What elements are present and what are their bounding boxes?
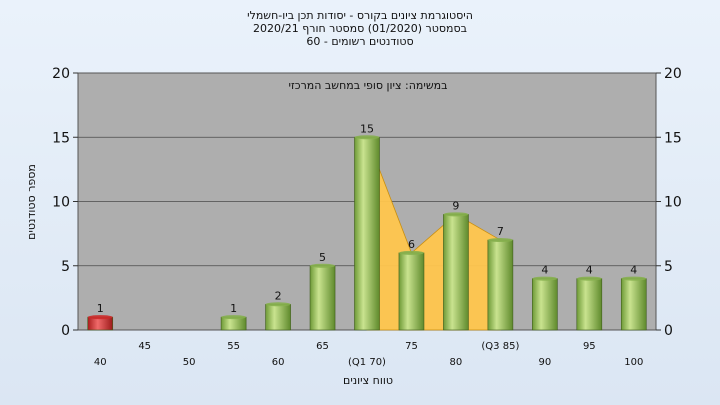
x-axis-title: טווח ציונים	[343, 374, 393, 387]
x-tick-label: (Q3 85)	[481, 341, 519, 352]
x-tick-label: 100	[624, 357, 643, 368]
bar-top	[221, 315, 247, 320]
bar-value-label: 9	[452, 199, 459, 212]
bar	[354, 136, 380, 331]
chart-annotation: במשימה: ציון סופי במחשב המרכזי	[288, 79, 447, 92]
x-tick-label: 65	[316, 341, 329, 352]
bar	[443, 214, 469, 331]
chart-title-line-3: סטודנטים רשומים - 60	[306, 35, 414, 48]
bar	[487, 239, 514, 331]
y-axis-left: 0 5 10 15 20	[52, 66, 78, 339]
bar-value-label: 5	[319, 251, 326, 264]
bar-value-label: 1	[230, 302, 237, 315]
bar	[309, 265, 336, 331]
bar-top	[576, 276, 602, 281]
bar-top	[310, 263, 336, 268]
bar-top	[398, 250, 424, 255]
y-tick-label: 10	[52, 195, 70, 211]
x-tick-label: 90	[538, 357, 551, 368]
y-tick-label: 5	[61, 259, 70, 275]
bar	[532, 278, 558, 331]
bar-top	[532, 276, 558, 281]
chart-title-line-2: בסמסטר (01/2020) סמסטר חורף 2020/21	[253, 22, 467, 35]
bar-top	[354, 135, 380, 140]
x-tick-label: 80	[450, 357, 463, 368]
bar-value-label: 15	[360, 122, 374, 135]
bar-value-label: 7	[497, 225, 504, 238]
bar-value-label: 4	[586, 264, 593, 277]
bar-value-label: 6	[408, 238, 415, 251]
bar-value-label: 4	[541, 264, 548, 277]
bar-value-label: 1	[97, 302, 104, 315]
bar	[620, 278, 647, 331]
chart-titles: היסטוגרמת ציונים בקורס - יסודות תכן ביו-…	[0, 9, 720, 48]
x-tick-label: 60	[272, 357, 285, 368]
bar-value-label: 2	[275, 289, 282, 302]
y-tick-label: 20	[664, 66, 682, 82]
x-tick-label: 95	[583, 341, 596, 352]
bar	[398, 252, 425, 331]
x-tick-label: 40	[94, 357, 107, 368]
bar-top	[621, 276, 647, 281]
bar-top	[487, 238, 513, 243]
y-tick-label: 5	[664, 259, 673, 275]
data-labels: 1 1 2 5 15 6 9 7 4 4 4	[97, 122, 638, 315]
y-tick-label: 15	[52, 130, 70, 146]
y-tick-label: 15	[664, 130, 682, 146]
x-tick-label: 50	[183, 357, 196, 368]
y-tick-label: 0	[664, 323, 673, 339]
y-tick-label: 10	[664, 195, 682, 211]
y-axis-right: 0 5 10 15 20	[656, 66, 682, 339]
x-axis: 40 45 50 55 60 65 (Q1 70) 75 80 (Q3 85) 90 95 100	[94, 341, 643, 368]
x-tick-label: 55	[227, 341, 240, 352]
bar-top	[265, 302, 291, 307]
bar	[576, 278, 603, 331]
x-tick-label: 75	[405, 341, 418, 352]
y-tick-label: 20	[52, 66, 70, 82]
bar	[265, 303, 291, 331]
y-axis-title: מספר סטודנטים	[25, 164, 38, 240]
bar-value-label: 4	[630, 264, 637, 277]
bar-top	[87, 315, 113, 320]
x-tick-label: (Q1 70)	[348, 357, 386, 368]
chart-title-line-1: היסטוגרמת ציונים בקורס - יסודות תכן ביו-…	[247, 9, 473, 22]
bar-top	[443, 212, 469, 217]
x-tick-label: 45	[138, 341, 151, 352]
y-tick-label: 0	[61, 323, 70, 339]
bars	[87, 135, 647, 331]
